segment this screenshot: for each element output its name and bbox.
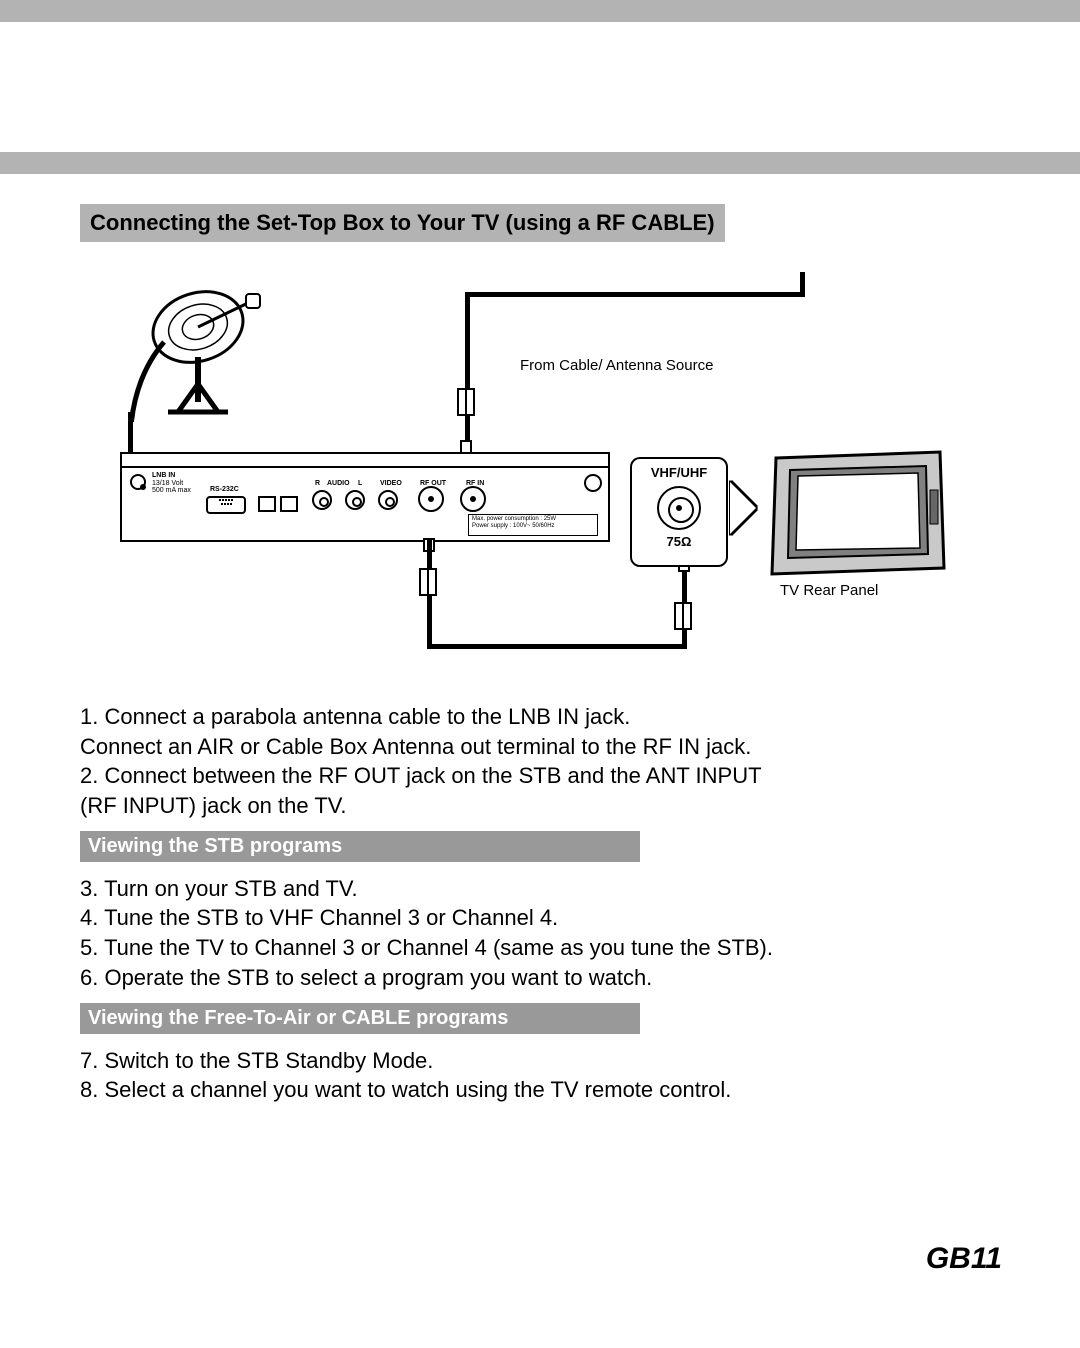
lnb-sub-label: 13/18 Volt 500 mA max — [152, 480, 191, 495]
audio-l-jack — [345, 490, 365, 510]
step-5: 5. Tune the TV to Channel 3 or Channel 4… — [80, 933, 1000, 963]
power-inlet — [584, 474, 602, 492]
step-6: 6. Operate the STB to select a program y… — [80, 963, 1000, 993]
top-bars — [0, 0, 1080, 174]
ohm-label: 75Ω — [632, 534, 726, 549]
rf-in-jack — [460, 486, 486, 512]
video-jack — [378, 490, 398, 510]
audio-label: AUDIO — [327, 480, 350, 487]
section-title: Connecting the Set-Top Box to Your TV (u… — [80, 204, 725, 242]
lnb-in-jack — [130, 474, 146, 490]
ferrite-2 — [419, 568, 437, 596]
gray-bar-2 — [0, 152, 1080, 174]
set-top-box-rear: LNB IN 13/18 Volt 500 mA max RS-232C R A… — [120, 452, 610, 542]
cable-rfout-across — [427, 644, 687, 649]
step-2b: (RF INPUT) jack on the TV. — [80, 791, 1000, 821]
cable-antenna-stub — [800, 272, 805, 297]
step-2a: 2. Connect between the RF OUT jack on th… — [80, 761, 1000, 791]
cable-antenna-top — [465, 292, 805, 297]
step-8: 8. Select a channel you want to watch us… — [80, 1075, 1000, 1105]
white-gap — [0, 22, 1080, 32]
rs232-port — [206, 496, 246, 514]
subheading-fta-programs: Viewing the Free-To-Air or CABLE program… — [80, 1003, 640, 1034]
step-7: 7. Switch to the STB Standby Mode. — [80, 1046, 1000, 1076]
arrow-to-tv-icon — [730, 482, 756, 534]
gray-bar-1 — [0, 0, 1080, 22]
instructions-fta: 7. Switch to the STB Standby Mode. 8. Se… — [80, 1046, 1000, 1105]
instructions-stb: 3. Turn on your STB and TV. 4. Tune the … — [80, 874, 1000, 993]
step-3: 3. Turn on your STB and TV. — [80, 874, 1000, 904]
step-1b: Connect an AIR or Cable Box Antenna out … — [80, 732, 1000, 762]
tv-antenna-input-panel: VHF/UHF 75Ω — [630, 457, 728, 567]
step-1a: 1. Connect a parabola antenna cable to t… — [80, 702, 1000, 732]
from-cable-label: From Cable/ Antenna Source — [520, 357, 713, 374]
page-number: GB11 — [926, 1242, 1002, 1276]
plate-line2: Power supply : 100V~ 50/60Hz — [472, 523, 594, 530]
connection-diagram: From Cable/ Antenna Source LNB IN 13/18 … — [80, 272, 1000, 692]
rating-plate: Max. power consumption : 25W Power suppl… — [468, 514, 598, 536]
ferrite-1 — [457, 388, 475, 416]
tv-icon — [768, 450, 948, 580]
rf-out-jack — [418, 486, 444, 512]
instructions-main: 1. Connect a parabola antenna cable to t… — [80, 702, 1000, 821]
plate-line1: Max. power consumption : 25W — [472, 516, 594, 523]
subheading-stb-programs: Viewing the STB programs — [80, 831, 640, 862]
vhf-connector — [657, 486, 701, 530]
satellite-dish-icon — [120, 272, 280, 422]
warning-1 — [258, 496, 276, 512]
lnb-in-label: LNB IN — [152, 472, 175, 479]
tv-rear-label: TV Rear Panel — [780, 582, 878, 599]
audio-r-jack — [312, 490, 332, 510]
warning-2 — [280, 496, 298, 512]
audio-r-label: R — [315, 480, 320, 487]
ferrite-3 — [674, 602, 692, 630]
step-4: 4. Tune the STB to VHF Channel 3 or Chan… — [80, 903, 1000, 933]
vhf-uhf-label: VHF/UHF — [632, 465, 726, 480]
video-label: VIDEO — [380, 480, 402, 487]
audio-l-label: L — [358, 480, 362, 487]
rs232-label: RS-232C — [210, 486, 239, 493]
